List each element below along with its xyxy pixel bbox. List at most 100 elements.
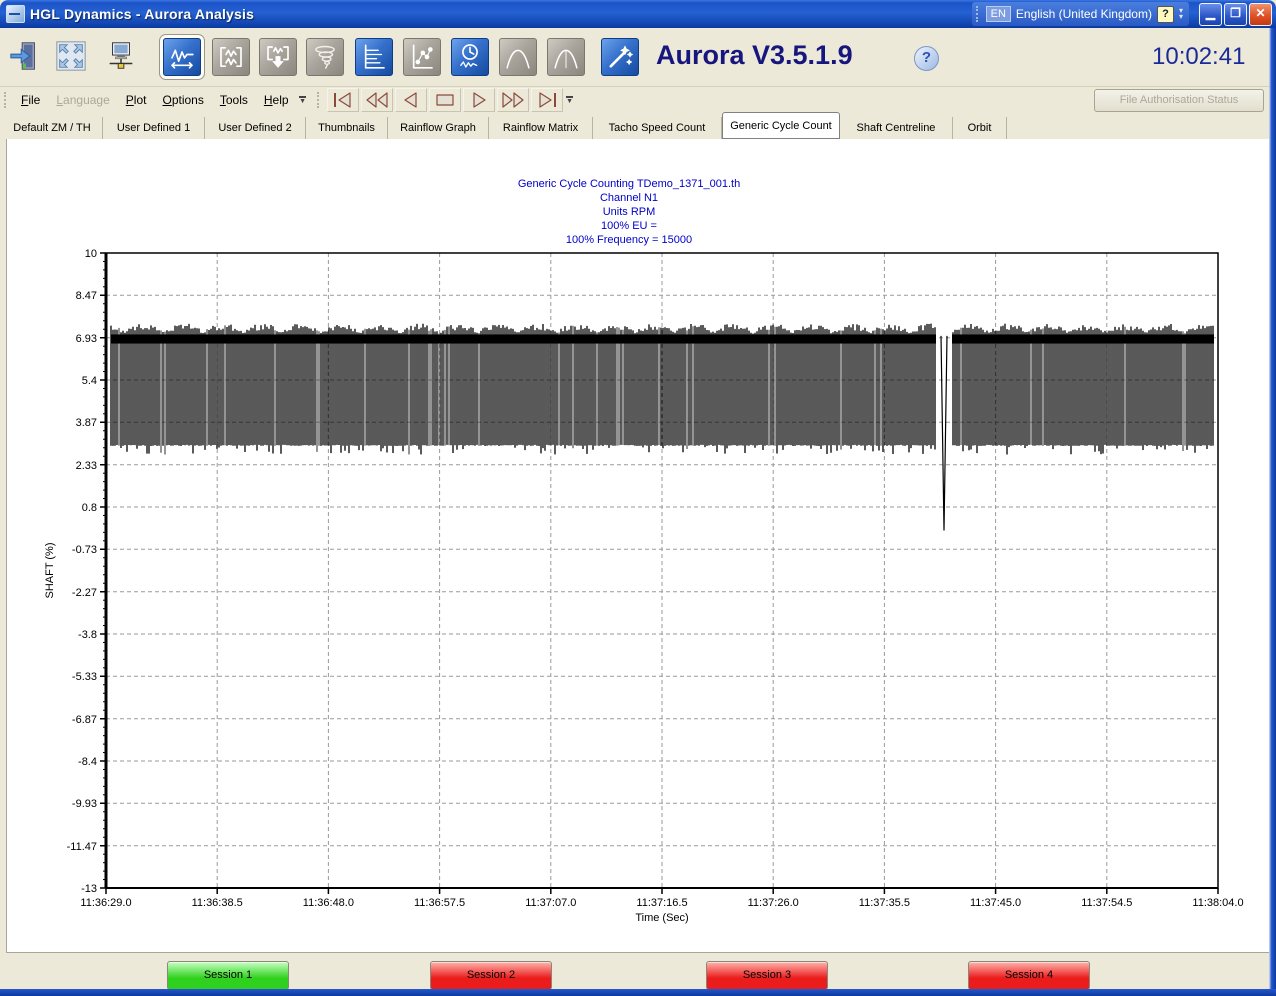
grip-handle[interactable]	[316, 92, 322, 108]
x-tick-label: 11:38:04.0	[1192, 897, 1243, 909]
tab-user-defined-2[interactable]: User Defined 2	[205, 117, 306, 139]
grip-handle[interactable]	[4, 92, 9, 108]
session-1-button[interactable]: Session 1	[167, 961, 289, 990]
rainflow-matrix-icon[interactable]	[403, 38, 441, 76]
grip-handle[interactable]	[975, 6, 981, 22]
wizard-icon[interactable]	[601, 38, 639, 76]
peak-count-icon[interactable]	[499, 38, 537, 76]
y-tick-label: -5.33	[72, 671, 97, 683]
window-controls: ▁ ❐ ✕	[1199, 2, 1272, 26]
signal-dropout-spike	[940, 335, 948, 531]
nav-forward-button[interactable]	[496, 88, 529, 112]
language-code[interactable]: EN	[985, 6, 1011, 22]
x-tick-label: 11:36:38.5	[192, 897, 243, 909]
window-border-right	[1269, 28, 1276, 989]
chart-title-line: Generic Cycle Counting TDemo_1371_001.th	[518, 178, 740, 190]
session-3-button[interactable]: Session 3	[706, 961, 828, 990]
plot-panel[interactable]: Generic Cycle Counting TDemo_1371_001.th…	[6, 139, 1270, 953]
menu-file[interactable]: File	[21, 93, 41, 107]
minimize-button[interactable]: ▁	[1199, 2, 1222, 26]
menu-plot[interactable]: Plot	[125, 93, 147, 107]
tab-generic-cycle-count[interactable]: Generic Cycle Count	[722, 112, 840, 139]
tab-rainflow-matrix[interactable]: Rainflow Matrix	[489, 117, 593, 139]
session-bar: Session 1 Session 2 Session 3 Session 4	[0, 954, 1276, 990]
file-authorisation-button[interactable]: File Authorisation Status	[1094, 89, 1264, 112]
y-tick-label: 0.8	[82, 502, 97, 514]
nav-stop-button[interactable]	[428, 88, 461, 112]
y-tick-label: -13	[81, 883, 97, 895]
chart-title-line: 100% Frequency = 15000	[566, 234, 692, 246]
chart-title-line: Units RPM	[603, 206, 656, 218]
y-tick-label: -8.4	[78, 756, 97, 768]
toolbar-overflow-icon[interactable]: ▼	[299, 96, 307, 105]
nav-previous-button[interactable]	[394, 88, 427, 112]
app-icon	[6, 5, 25, 23]
y-tick-label: 6.93	[76, 333, 97, 345]
tab-rainflow-graph[interactable]: Rainflow Graph	[388, 117, 489, 139]
tab-thumbnails[interactable]: Thumbnails	[306, 117, 388, 139]
tab-default-zm-th[interactable]: Default ZM / TH	[2, 117, 103, 139]
x-tick-label: 11:37:16.5	[636, 897, 687, 909]
help-icon[interactable]: ?	[914, 46, 939, 71]
language-name: English (United Kingdom)	[1015, 7, 1152, 21]
maximize-button[interactable]: ❐	[1224, 2, 1247, 26]
signal-strokes	[110, 323, 1214, 455]
y-tick-label: 3.87	[76, 417, 97, 429]
y-tick-label: 8.47	[76, 290, 97, 302]
session-2-button[interactable]: Session 2	[430, 961, 552, 990]
y-tick-label: -6.87	[72, 714, 97, 726]
signal-dense-band	[111, 334, 937, 344]
block-capture-icon[interactable]	[212, 38, 250, 76]
block-export-icon[interactable]	[259, 38, 297, 76]
session-4-button[interactable]: Session 4	[968, 961, 1090, 990]
rainflow-graph-icon[interactable]	[355, 38, 393, 76]
nav-rewind-button[interactable]	[360, 88, 393, 112]
nav-next-button[interactable]	[462, 88, 495, 112]
y-tick-label: -3.8	[78, 629, 97, 641]
exit-icon[interactable]	[7, 38, 43, 74]
tab-shaft-centreline[interactable]: Shaft Centreline	[840, 117, 953, 139]
language-help-icon[interactable]: ?	[1156, 5, 1174, 23]
y-tick-label: -0.73	[72, 544, 97, 556]
language-bar[interactable]: EN English (United Kingdom) ? ▾ ▾	[971, 2, 1189, 26]
x-tick-label: 11:36:57.5	[414, 897, 465, 909]
nav-last-button[interactable]	[530, 88, 563, 112]
toolbar-overflow-icon[interactable]: ▼	[566, 96, 574, 105]
tab-orbit[interactable]: Orbit	[953, 117, 1007, 139]
cyclone-filter-icon[interactable]	[306, 38, 344, 76]
x-tick-label: 11:37:54.5	[1081, 897, 1132, 909]
window-border-bottom	[0, 989, 1276, 996]
x-tick-label: 11:36:29.0	[80, 897, 131, 909]
y-tick-label: 5.4	[82, 375, 97, 387]
level-crossing-icon[interactable]	[547, 38, 585, 76]
cycle-count-chart[interactable]: Generic Cycle Counting TDemo_1371_001.th…	[7, 139, 1269, 952]
language-options-icon[interactable]: ▾ ▾	[1178, 6, 1183, 21]
y-tick-label: -2.27	[72, 587, 97, 599]
y-tick-label: 2.33	[76, 460, 97, 472]
chart-title-line: 100% EU =	[601, 220, 657, 232]
menu-options[interactable]: Options	[162, 93, 204, 107]
x-tick-label: 11:36:48.0	[303, 897, 354, 909]
x-tick-label: 11:37:07.0	[525, 897, 576, 909]
nav-first-button[interactable]	[326, 88, 359, 112]
chart-title-line: Channel N1	[600, 192, 658, 204]
time-history-plot-icon[interactable]	[163, 38, 201, 76]
menu-language[interactable]: Language	[56, 93, 110, 107]
tab-user-defined-1[interactable]: User Defined 1	[103, 117, 205, 139]
network-computer-icon[interactable]	[103, 38, 139, 74]
fit-screen-icon[interactable]	[53, 38, 89, 74]
y-axis-label: SHAFT (%)	[44, 542, 56, 598]
menu-tools[interactable]: Tools	[219, 93, 248, 107]
signal-strokes-light	[118, 325, 1186, 455]
signal-dense-band	[952, 334, 1214, 344]
tacho-speed-icon[interactable]	[451, 38, 489, 76]
tab-tacho-speed-count[interactable]: Tacho Speed Count	[593, 117, 722, 139]
x-tick-label: 11:37:45.0	[970, 897, 1021, 909]
y-tick-label: 10	[85, 248, 97, 260]
x-axis-label: Time (Sec)	[635, 912, 688, 924]
menu-help[interactable]: Help	[263, 93, 289, 107]
y-tick-label: -9.93	[72, 798, 97, 810]
close-button[interactable]: ✕	[1249, 2, 1272, 26]
x-tick-label: 11:37:26.0	[748, 897, 799, 909]
